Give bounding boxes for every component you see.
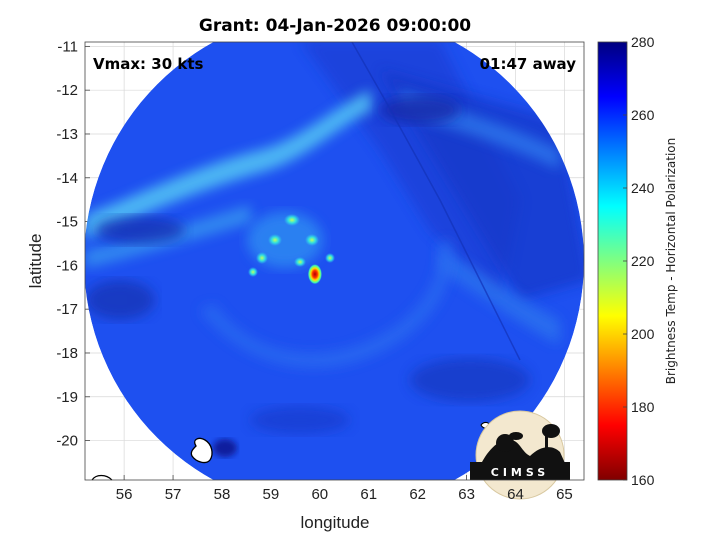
colorbar-tick-label: 220: [631, 253, 655, 269]
logo-text: CIMSS: [491, 466, 549, 479]
x-tick-label: 62: [409, 486, 426, 503]
y-tick-label: -15: [56, 214, 78, 231]
y-tick-label: -19: [56, 389, 78, 406]
time-offset-annotation: 01:47 away: [480, 55, 577, 73]
coastline-edge: [91, 474, 113, 481]
x-tick-label: 58: [214, 486, 231, 503]
coastline-island: [190, 437, 213, 464]
y-tick-label: -17: [56, 301, 78, 318]
colorbar-tick-label: 280: [631, 34, 655, 50]
y-tick-label: -16: [56, 257, 78, 274]
axes-box: [84, 41, 585, 481]
storm-core-marker: [307, 264, 322, 285]
colorbar-tick-label: 160: [631, 472, 655, 488]
x-tick-label: 57: [165, 486, 182, 503]
colorbar-tick-label: 200: [631, 326, 655, 342]
swath: [85, 42, 584, 480]
y-tick-label: -18: [56, 345, 78, 362]
x-tick-label: 63: [458, 486, 475, 503]
y-axis-label: latitude: [26, 234, 45, 289]
colorbar-tick-labels: 280 260 240 220 200 180 160: [623, 34, 655, 488]
colorbar-tick-label: 180: [631, 399, 655, 415]
y-tick-labels: -11 -12 -13 -14 -15 -16 -17 -18 -19 -20: [56, 38, 78, 449]
x-tick-label: 61: [360, 486, 377, 503]
x-tick-label: 60: [311, 486, 328, 503]
y-tick-label: -11: [57, 38, 78, 55]
colorbar-tick-label: 260: [631, 107, 655, 123]
y-tick-label: -14: [56, 170, 78, 187]
colorbar-label: Brightness Temp - Horizontal Polarizatio…: [664, 138, 678, 385]
colorbar-tick-label: 240: [631, 180, 655, 196]
cimss-logo: CIMSS: [470, 410, 570, 500]
x-axis-label: longitude: [300, 513, 369, 532]
x-tick-label: 56: [116, 486, 133, 503]
x-tick-labels: 56 57 58 59 60 61 62 63 64 65: [116, 486, 573, 503]
y-tick-label: -20: [56, 433, 78, 450]
colorbar: [597, 41, 628, 481]
y-tick-label: -12: [56, 82, 78, 99]
x-tick-label: 64: [507, 486, 524, 503]
y-tick-label: -13: [56, 126, 78, 143]
chart-title: Grant: 04-Jan-2026 09:00:00: [199, 16, 471, 36]
x-tick-label: 59: [263, 486, 280, 503]
vmax-annotation: Vmax: 30 kts: [93, 55, 203, 73]
x-tick-label: 65: [556, 486, 573, 503]
